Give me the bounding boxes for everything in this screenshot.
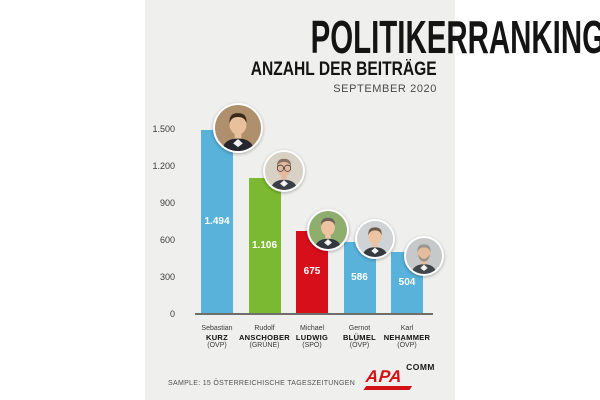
bar-value-label: 1.494	[204, 215, 230, 227]
person-avatar-icon	[215, 104, 261, 151]
y-tick-label: 600	[159, 234, 175, 245]
apa-logo-underline	[363, 386, 413, 390]
bar-kurz	[201, 129, 233, 314]
person-avatar-icon	[264, 152, 303, 190]
person-avatar-icon	[405, 238, 442, 274]
photo-ludwig	[306, 209, 349, 251]
photo-nehammer	[403, 236, 444, 276]
politician-label-kurz: Sebastian KURZ (ÖVP)	[184, 325, 250, 351]
chart-period: SEPTEMBER 2020	[333, 83, 437, 95]
bar-value-label: 586	[351, 271, 368, 283]
y-tick-label: 900	[159, 197, 175, 208]
last-name: LUDWIG	[295, 332, 329, 342]
first-name: Gernot	[348, 325, 371, 332]
chart-title: POLITIKERRANKING	[310, 11, 600, 63]
politician-label-blümel: Gernot BLÜMEL (ÖVP)	[327, 325, 393, 351]
party: (SPÖ)	[302, 342, 322, 349]
party: (ÖVP)	[349, 342, 370, 349]
y-tick-label: 1.500	[152, 123, 175, 134]
first-name: Michael	[299, 325, 325, 332]
first-name: Karl	[400, 325, 414, 332]
sample-note: SAMPLE: 15 ÖSTERREICHISCHE TAGESZEITUNGE…	[168, 380, 356, 387]
politician-label-anschober: Rudolf ANSCHOBER (GRÜNE)	[232, 325, 298, 351]
bar-anschober	[248, 177, 281, 314]
bar-value-label: 675	[303, 266, 321, 278]
apa-comm-sub-label: COMM	[406, 362, 435, 372]
photo-anschober	[262, 150, 305, 192]
y-tick-label: 0	[169, 308, 175, 319]
y-tick-label: 300	[159, 271, 175, 282]
chart-subtitle: ANZAHL DER BEITRÄGE	[251, 59, 437, 80]
y-tick-label: 1.200	[152, 160, 175, 171]
last-name: KURZ	[205, 332, 229, 342]
politician-label-ludwig: Michael LUDWIG (SPÖ)	[279, 325, 345, 351]
politikerranking-poster: POLITIKERRANKING ANZAHL DER BEITRÄGE SEP…	[145, 0, 600, 400]
party: (ÖVP)	[397, 342, 417, 349]
last-name: BLÜMEL	[342, 332, 377, 342]
apa-logo-letters: APA	[365, 367, 404, 386]
bar-value-label: 1.106	[251, 239, 278, 251]
first-name: Sebastian	[201, 325, 233, 332]
bar-value-label: 504	[398, 276, 416, 288]
last-name: NEHAMMER	[383, 332, 431, 342]
party: (ÖVP)	[207, 342, 227, 349]
person-avatar-icon	[308, 211, 347, 249]
politician-label-nehammer: Karl NEHAMMER (ÖVP)	[374, 325, 440, 351]
apa-comm-logo: COMM APA	[363, 360, 437, 394]
photo-blümel	[355, 219, 395, 259]
party: (GRÜNE)	[249, 342, 280, 349]
first-name: Rudolf	[254, 325, 275, 332]
person-avatar-icon	[357, 221, 393, 257]
photo-kurz	[213, 102, 263, 153]
last-name: ANSCHOBER	[238, 332, 291, 342]
poster-header: POLITIKERRANKING ANZAHL DER BEITRÄGE SEP…	[145, 14, 600, 95]
x-axis-line	[195, 313, 433, 315]
